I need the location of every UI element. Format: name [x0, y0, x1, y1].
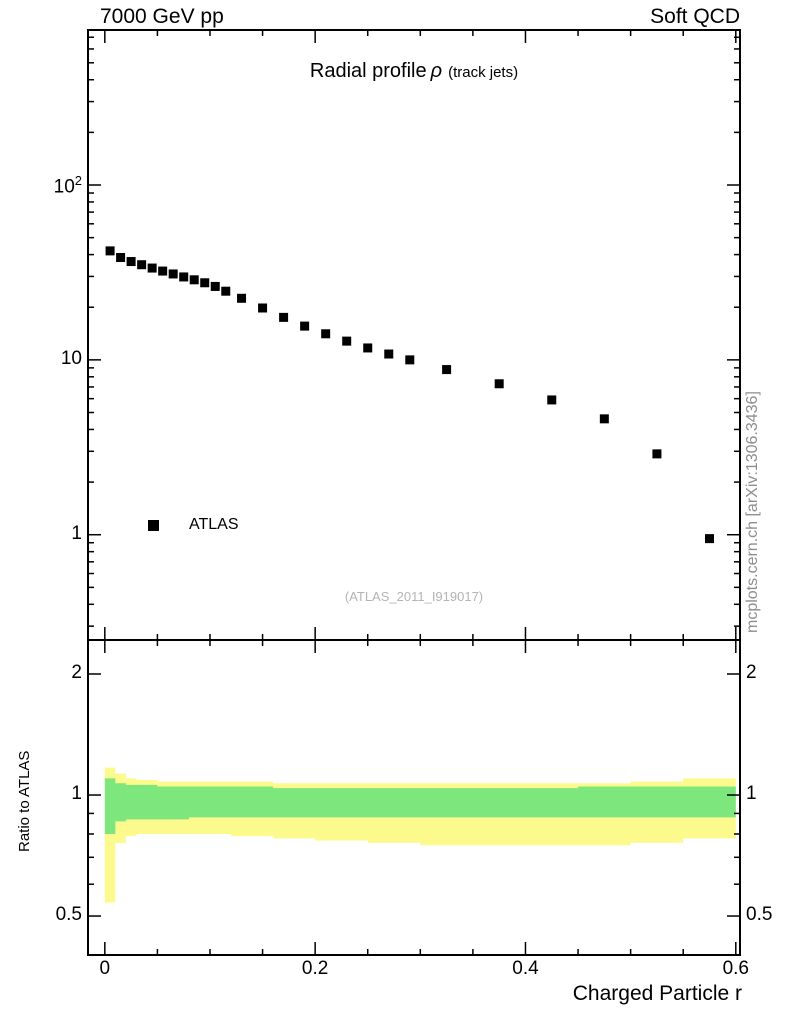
ratio-tick-label-left: 2	[71, 662, 82, 683]
data-point	[547, 395, 557, 405]
y-tick-label-main: 10	[60, 347, 82, 369]
main-panel-frame	[87, 29, 741, 641]
y-tick-label-main: 102	[53, 173, 82, 198]
beam-energy-label: 7000 GeV pp	[100, 5, 224, 28]
data-point	[126, 257, 136, 267]
analysis-watermark: (ATLAS_2011_I919017)	[344, 589, 484, 604]
data-point	[210, 281, 220, 291]
data-point	[137, 260, 147, 270]
data-point	[221, 286, 231, 296]
ratio-tick-label-left: 0.5	[55, 904, 82, 926]
data-point	[258, 303, 268, 313]
y-tick-label-main: 1	[71, 522, 82, 544]
uncertainty-band-inner	[104, 778, 736, 834]
ratio-tick-label-right: 2	[746, 662, 757, 683]
plot-title-suffix: (track jets)	[448, 64, 519, 81]
data-point	[105, 246, 115, 256]
ratio-tick-label-right: 0.5	[746, 904, 773, 926]
data-point	[237, 293, 247, 303]
x-tick-label: 0.6	[722, 958, 749, 979]
legend-label-atlas: ATLAS	[189, 516, 239, 533]
ratio-panel-frame	[87, 639, 741, 956]
data-point	[599, 414, 609, 424]
data-point	[147, 263, 157, 273]
atlas-data-points	[105, 246, 715, 544]
process-group-label: Soft QCD	[650, 5, 740, 28]
plot-title: Radial profile ρ (track jets)	[310, 60, 518, 83]
data-point	[321, 329, 331, 339]
data-point	[279, 312, 289, 322]
x-tick-label: 0.2	[301, 958, 329, 979]
data-point	[200, 278, 210, 288]
ratio-tick-label-left: 1	[71, 783, 82, 805]
data-point	[384, 349, 394, 359]
data-point	[189, 275, 199, 285]
plot-title-text: Radial profile	[309, 60, 427, 82]
x-axis-title: Charged Particle r	[572, 982, 742, 1005]
data-point	[168, 269, 178, 279]
data-point	[116, 252, 126, 262]
data-point	[342, 336, 352, 346]
ratio-tick-label-right: 1	[746, 783, 757, 805]
rho-symbol: ρ	[430, 60, 443, 82]
x-tick-label: 0.4	[512, 958, 539, 979]
legend: ATLAS	[148, 516, 239, 534]
data-point	[179, 272, 189, 282]
data-point	[158, 266, 168, 276]
x-tick-label: 0	[99, 958, 111, 979]
data-point	[442, 365, 452, 375]
data-point	[300, 321, 310, 331]
data-point	[363, 343, 373, 353]
data-point	[705, 534, 715, 544]
data-point	[494, 379, 504, 389]
site-watermark: mcplots.cern.ch [arXiv:1306.3436]	[744, 391, 761, 633]
legend-marker-atlas	[148, 519, 159, 531]
data-point	[405, 355, 415, 365]
data-point	[652, 449, 662, 459]
